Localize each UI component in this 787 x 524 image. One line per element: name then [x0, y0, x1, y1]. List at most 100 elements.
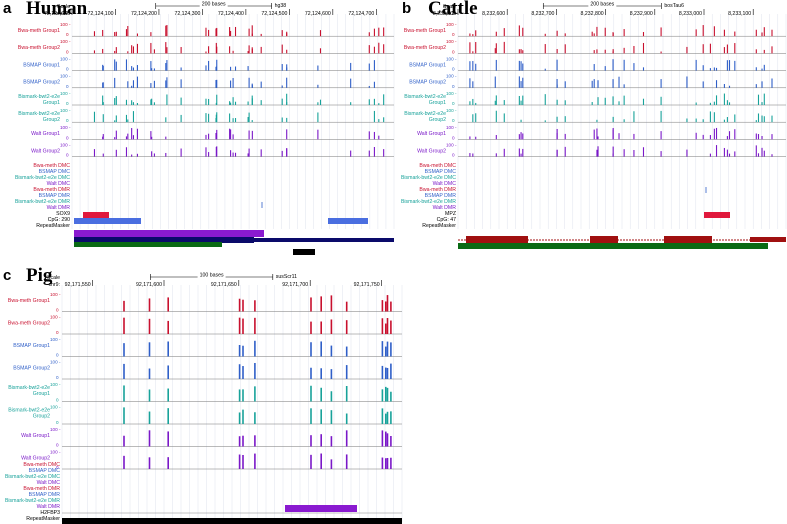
methylation-bar — [247, 66, 249, 71]
methylation-bar — [660, 96, 662, 105]
methylation-bar — [317, 112, 319, 123]
methylation-bar — [132, 111, 135, 123]
methylation-bar — [518, 148, 520, 157]
methylation-bar — [114, 32, 116, 37]
methylation-bar — [115, 115, 117, 123]
tick-label: 72,124,000 — [44, 11, 70, 17]
methylation-bar — [234, 152, 237, 157]
feature-label: MPZ — [445, 211, 456, 217]
methylation-bar — [520, 132, 522, 140]
methylation-bar — [757, 134, 760, 140]
methylation-bar — [232, 97, 234, 105]
methylation-bar — [238, 317, 241, 334]
methylation-bar — [520, 100, 522, 105]
track-label: Bwa-meth Group2 — [18, 45, 60, 51]
scale-text-bg — [199, 1, 228, 7]
methylation-bar — [715, 95, 718, 105]
methylation-bar — [148, 411, 151, 424]
methylation-bar — [151, 136, 153, 140]
methylation-bar — [381, 318, 384, 334]
methylation-bar — [232, 134, 234, 140]
tick-label: 72,124,100 — [88, 11, 114, 17]
methylation-bar — [345, 365, 348, 379]
methylation-bar — [564, 116, 566, 123]
methylation-bar — [260, 149, 262, 157]
methylation-bar — [368, 85, 370, 88]
methylation-bar — [612, 128, 614, 140]
feature-label: CpG: 47 — [437, 217, 456, 223]
chr-label: chr3: — [444, 11, 456, 17]
methylation-bar — [345, 454, 348, 469]
methylation-bar — [216, 79, 218, 88]
methylation-bar — [386, 341, 389, 357]
methylation-bar — [368, 32, 370, 37]
scale-bar-text: 100 bases — [200, 273, 224, 279]
methylation-bar — [208, 46, 210, 54]
methylation-bar — [378, 103, 380, 105]
methylation-bar — [761, 81, 763, 88]
methylation-bar — [166, 94, 168, 105]
methylation-bar — [205, 98, 207, 105]
methylation-bar — [734, 151, 736, 157]
methylation-bar — [216, 94, 218, 105]
methylation-bar — [373, 147, 375, 157]
methylation-bar — [755, 67, 757, 71]
methylation-bar — [131, 85, 133, 88]
methylation-bar — [320, 296, 322, 312]
feature-label: Walt DMC — [37, 480, 61, 486]
methylation-bar — [125, 147, 128, 157]
methylation-bar — [115, 149, 117, 157]
feature-label: Bismark-bwt2-e2e DMC — [5, 474, 60, 480]
methylation-bar — [383, 27, 385, 37]
methylation-bar — [136, 65, 139, 71]
methylation-bar — [230, 80, 232, 88]
panel-a-letter: a — [3, 0, 12, 17]
methylation-bar — [125, 59, 128, 71]
methylation-bar — [251, 25, 253, 37]
methylation-bar — [728, 131, 731, 140]
track-label: Group2 — [429, 117, 446, 123]
methylation-bar — [472, 98, 474, 105]
methylation-bar — [596, 49, 598, 54]
methylation-bar — [216, 112, 218, 123]
methylation-bar — [386, 433, 389, 447]
methylation-bar — [564, 133, 566, 140]
methylation-bar — [234, 101, 237, 105]
methylation-bar — [102, 136, 104, 140]
methylation-bar — [556, 79, 558, 88]
methylation-bar — [319, 48, 322, 54]
methylation-bar — [216, 146, 218, 157]
methylation-bar — [320, 453, 322, 469]
methylation-bar — [148, 430, 151, 447]
methylation-bar — [93, 50, 96, 54]
methylation-bar — [215, 28, 217, 37]
axis-zero: 0 — [66, 135, 69, 140]
methylation-bar — [125, 114, 128, 123]
methylation-bar — [166, 47, 168, 54]
methylation-bar — [127, 25, 129, 37]
gene-block — [74, 237, 254, 243]
track-label: Walt Group1 — [21, 433, 50, 439]
tick-label: 72,124,300 — [174, 11, 200, 17]
methylation-bar — [520, 61, 522, 71]
methylation-bar — [205, 134, 207, 140]
track-label: Bwa-meth Group2 — [404, 45, 446, 51]
methylation-bar — [151, 98, 153, 105]
methylation-bar — [472, 81, 474, 88]
tick-label: 92,171,750 — [354, 282, 380, 288]
methylation-bar — [713, 26, 715, 37]
feature-label: BSMAP DMC — [29, 468, 61, 474]
methylation-bar — [544, 33, 546, 37]
tick-label: 8,232,900 — [630, 11, 653, 17]
methylation-bar — [469, 42, 471, 54]
axis-zero: 0 — [56, 398, 59, 403]
methylation-bar — [115, 130, 117, 140]
methylation-bar — [520, 49, 522, 54]
methylation-bar — [232, 118, 234, 123]
methylation-bar — [518, 134, 520, 140]
feature-label: H2FBP3 — [40, 510, 60, 516]
methylation-bar — [248, 45, 250, 54]
tick-label: 92,171,600 — [136, 282, 162, 288]
methylation-bar — [242, 454, 244, 469]
methylation-bar — [475, 63, 477, 71]
